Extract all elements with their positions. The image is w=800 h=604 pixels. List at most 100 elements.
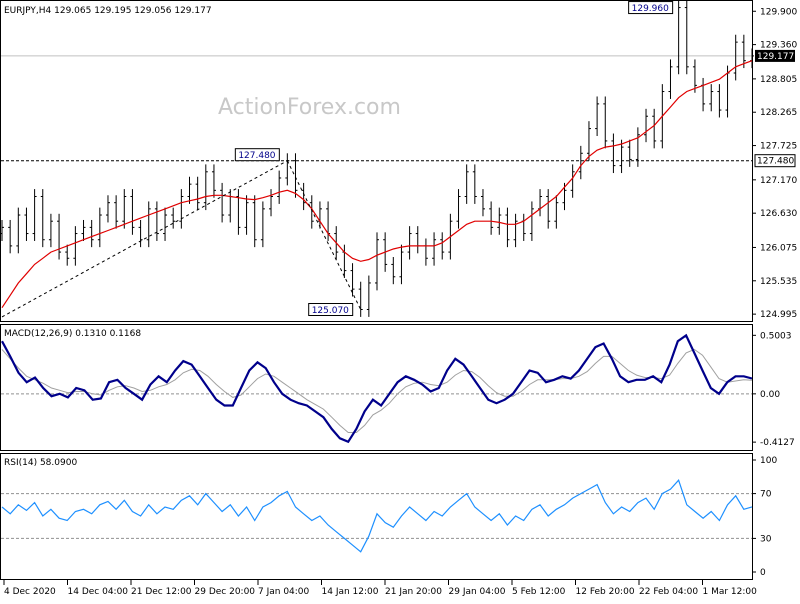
price-bar <box>505 207 510 248</box>
annotation-box <box>628 1 674 15</box>
price-y-tick-label: 127.725 <box>760 142 797 152</box>
price-bar <box>350 263 355 297</box>
macd-series <box>1 333 753 444</box>
price-bar <box>554 195 559 229</box>
price-bar <box>399 244 404 285</box>
rsi-line <box>1 479 753 553</box>
price-bar <box>627 139 632 167</box>
x-tick-label: 5 Feb 12:00 <box>512 587 566 597</box>
annotation-swing-high: 127.480 <box>234 148 280 162</box>
level-label-box <box>754 154 796 168</box>
price-bar <box>179 189 184 229</box>
price-bar <box>668 59 673 99</box>
price-bar <box>692 59 697 93</box>
price-y-tick-label: 128.265 <box>760 108 797 118</box>
x-tick-label: 14 Jan 12:00 <box>322 587 379 597</box>
price-bar <box>236 189 241 235</box>
price-bar <box>644 108 649 143</box>
x-tick-label: 14 Dec 04:00 <box>68 587 129 597</box>
price-bar <box>171 207 176 229</box>
macd-pane-title: MACD(12,26,9) 0.1310 0.1168 <box>4 329 141 339</box>
price-y-tick-label: 129.900 <box>760 7 797 17</box>
price-bar <box>513 213 518 248</box>
annotation-label: 129.960 <box>632 4 669 14</box>
price-bar <box>407 226 412 260</box>
price-bar <box>619 139 624 174</box>
price-bar <box>709 84 714 112</box>
price-bar <box>529 201 534 241</box>
annotation-box <box>308 303 354 317</box>
watermark: ActionForex.com <box>218 95 401 120</box>
level-label-text: 127.480 <box>757 157 794 167</box>
x-tick-label: 21 Jan 20:00 <box>385 587 442 597</box>
price-bar <box>684 0 689 75</box>
price-bar <box>293 153 298 198</box>
level-line-label: 127.480 <box>754 154 796 168</box>
x-tick-label: 22 Feb 04:00 <box>639 587 698 597</box>
x-tick-label: 29 Jan 04:00 <box>449 587 506 597</box>
price-bar <box>578 145 583 180</box>
price-bar <box>0 219 4 241</box>
price-bar <box>309 195 314 229</box>
price-bar <box>570 164 575 198</box>
price-bar <box>130 189 135 235</box>
price-bar <box>73 226 78 266</box>
trend-line <box>286 160 362 310</box>
rsi-y-tick-label: 0 <box>760 568 766 578</box>
macd-signal-line <box>1 348 753 433</box>
macd-line <box>1 333 753 444</box>
annotation-label: 125.070 <box>312 306 349 316</box>
axes: 129.900 129.360 128.805 128.265 127.725 127.1… <box>3 7 797 597</box>
price-bar <box>16 207 21 254</box>
price-bar <box>114 195 119 229</box>
price-bar <box>195 176 200 211</box>
x-tick-label: 4 Dec 2020 <box>4 587 56 597</box>
price-bar <box>65 244 70 266</box>
price-series: 127.480 125.070 129.960 <box>0 0 754 318</box>
price-y-tick-label: 124.995 <box>760 310 797 320</box>
price-bar <box>432 232 437 266</box>
x-tick-label: 29 Dec 20:00 <box>195 587 256 597</box>
price-bar <box>586 121 591 161</box>
current-price-box <box>755 49 795 62</box>
price-pane-title: EURJPY,H4 129.065 129.195 129.056 129.17… <box>4 6 212 16</box>
price-bar <box>8 219 13 254</box>
price-bar <box>456 189 461 229</box>
x-tick-label: 21 Dec 12:00 <box>131 587 192 597</box>
price-bar <box>440 232 445 260</box>
price-bar <box>97 207 102 248</box>
x-tick-label: 7 Jan 04:00 <box>258 587 310 597</box>
price-y-tick-label: 126.075 <box>760 243 797 253</box>
price-bar <box>48 213 53 248</box>
rsi-y-tick-label: 70 <box>760 490 772 500</box>
annotation-swing-low: 125.070 <box>308 303 354 317</box>
moving-average-line <box>1 60 753 309</box>
price-bar <box>122 189 127 229</box>
price-bar <box>603 96 608 149</box>
price-bar <box>211 164 216 198</box>
price-bar <box>301 182 306 211</box>
price-bar <box>203 164 208 211</box>
price-bar <box>154 201 159 241</box>
price-bar <box>480 189 485 217</box>
price-bar <box>375 232 379 291</box>
current-price-text: 129.177 <box>757 52 794 62</box>
rsi-y-tick-label: 30 <box>760 534 772 544</box>
price-y-tick-label: 125.535 <box>760 277 797 287</box>
price-bar <box>244 195 249 235</box>
price-bar <box>138 219 143 248</box>
rsi-pane-title: RSI(14) 58.0900 <box>4 458 77 468</box>
price-y-tick-label: 129.360 <box>760 41 797 51</box>
price-bar <box>489 201 494 235</box>
price-bar <box>497 207 502 235</box>
price-bar <box>358 281 363 317</box>
x-tick-label: 12 Feb 20:00 <box>576 587 635 597</box>
price-bar <box>220 182 225 223</box>
price-bar <box>611 133 616 174</box>
annotation-box <box>234 148 280 162</box>
current-price-label: 129.177 <box>755 49 795 62</box>
price-y-tick-label: 126.630 <box>760 209 797 219</box>
price-bar <box>741 34 746 69</box>
price-bar <box>187 176 192 204</box>
